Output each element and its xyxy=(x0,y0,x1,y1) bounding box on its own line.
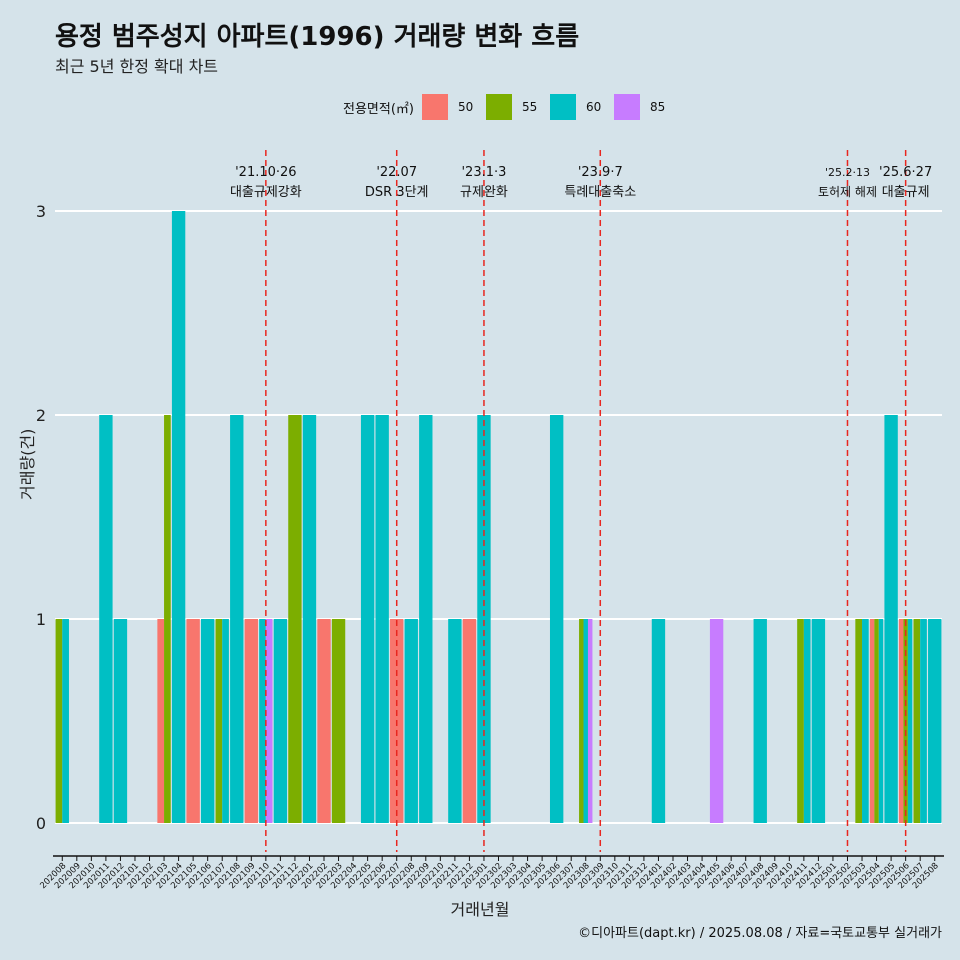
bar-60 xyxy=(862,619,869,823)
bar-60 xyxy=(273,619,288,823)
bar-50 xyxy=(157,619,165,823)
bar-50 xyxy=(869,619,875,823)
bar-60 xyxy=(907,619,913,823)
bar-60 xyxy=(753,619,767,823)
bar-60 xyxy=(171,211,186,823)
bar-60 xyxy=(583,619,588,823)
legend-label-55: 55 xyxy=(521,100,538,114)
y-tick-label: 1 xyxy=(36,610,46,629)
legend-label-85: 85 xyxy=(649,100,666,114)
event-name-label: 토허제 해제 xyxy=(818,185,877,199)
bar-60 xyxy=(419,415,433,823)
bar-60 xyxy=(811,619,826,823)
event-date-label: '23.1·3 xyxy=(461,165,506,180)
bar-55 xyxy=(164,415,171,823)
bar-60 xyxy=(302,415,317,823)
legend: 전용면적(㎡) 50 55 60 85 xyxy=(343,92,678,122)
bar-50 xyxy=(244,619,258,823)
legend-swatch-55 xyxy=(485,94,512,120)
source-caption: ©디아파트(dapt.kr) / 2025.08.08 / 자료=국토교통부 실… xyxy=(578,926,942,941)
bar-50 xyxy=(462,619,477,823)
bar-85 xyxy=(265,619,273,823)
x-axis-label: 거래년월 xyxy=(450,900,510,919)
bar-55 xyxy=(288,415,302,823)
event-name-label: 규제완화 xyxy=(460,185,508,200)
bar-55 xyxy=(331,619,346,823)
bar-60 xyxy=(113,619,128,823)
bar-55 xyxy=(913,619,921,823)
event-name-label: 특례대출축소 xyxy=(564,185,636,200)
bar-60 xyxy=(360,415,375,823)
bar-60 xyxy=(200,619,215,823)
bar-55 xyxy=(797,619,804,823)
y-tick-label: 0 xyxy=(36,814,46,833)
event-date-label: '23.9·7 xyxy=(578,165,623,180)
bar-55 xyxy=(215,619,223,823)
bar-50 xyxy=(317,619,331,823)
legend-label-50: 50 xyxy=(457,100,474,114)
chart-title: 용정 범주성지 아파트(1996) 거래량 변화 흐름 xyxy=(55,22,580,52)
bar-55 xyxy=(855,619,863,823)
bar-50 xyxy=(898,619,904,823)
bar-85 xyxy=(709,619,724,823)
bar-55 xyxy=(874,619,879,823)
bar-60 xyxy=(549,415,564,823)
bar-60 xyxy=(259,619,266,823)
event-date-label: '22.07 xyxy=(376,165,417,180)
event-name-label: 대출규제 xyxy=(882,185,930,200)
y-axis-label: 거래량(건) xyxy=(18,428,37,500)
bar-60 xyxy=(878,619,884,823)
bar-55 xyxy=(55,619,63,823)
event-date-label: '21.10·26 xyxy=(235,165,296,180)
event-date-label: '25.6·27 xyxy=(879,165,932,180)
event-name-label: DSR 3단계 xyxy=(365,185,429,200)
bar-60 xyxy=(448,619,462,823)
legend-item-55: 55 xyxy=(485,94,544,120)
event-name-label: 대출규제강화 xyxy=(230,185,302,200)
legend-item-50: 50 xyxy=(421,94,480,120)
y-tick-label: 2 xyxy=(36,406,46,425)
bar-60 xyxy=(222,619,229,823)
legend-swatch-85 xyxy=(613,94,640,120)
legend-label-60: 60 xyxy=(585,100,602,114)
legend-item-85: 85 xyxy=(613,94,672,120)
bar-60 xyxy=(62,619,69,823)
event-date-label: '25.2·13 xyxy=(825,166,870,179)
bar-50 xyxy=(186,619,200,823)
chart-subtitle: 최근 5년 한정 확대 차트 xyxy=(55,57,219,76)
bar-55 xyxy=(579,619,584,823)
bar-60 xyxy=(928,619,942,823)
bar-60 xyxy=(803,619,811,823)
legend-title: 전용면적(㎡) xyxy=(343,101,414,117)
bar-60 xyxy=(375,415,389,823)
bar-60 xyxy=(920,619,927,823)
bar-60 xyxy=(651,619,666,823)
bar-60 xyxy=(230,415,244,823)
bar-60 xyxy=(477,415,491,823)
y-tick-label: 3 xyxy=(36,202,46,221)
legend-swatch-60 xyxy=(549,94,576,120)
bar-60 xyxy=(404,619,418,823)
legend-item-60: 60 xyxy=(549,94,608,120)
legend-swatch-50 xyxy=(421,94,448,120)
bar-85 xyxy=(587,619,593,823)
bar-60 xyxy=(884,415,898,823)
bar-60 xyxy=(99,415,113,823)
